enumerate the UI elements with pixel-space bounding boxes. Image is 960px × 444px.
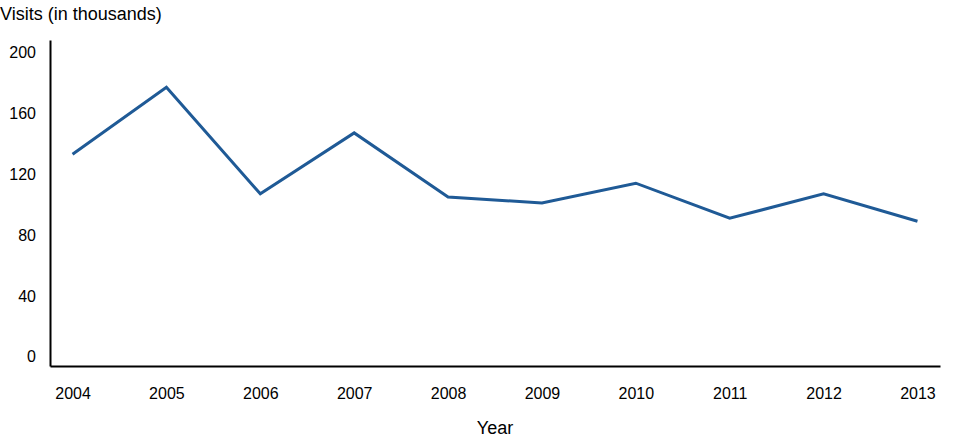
x-axis-line: [51, 366, 941, 368]
x-tick: 2004: [55, 366, 91, 402]
y-tick-label: 80: [18, 227, 36, 244]
x-tick: 2011: [713, 366, 748, 402]
plot-area: [73, 87, 918, 221]
x-tick: 2006: [243, 366, 279, 402]
x-tick-label: 2006: [243, 385, 279, 402]
y-tick: 0: [27, 348, 50, 365]
x-tick-label: 2004: [55, 385, 91, 402]
x-tick-label: 2013: [900, 385, 936, 402]
y-tick: 200: [9, 44, 50, 61]
y-axis-title: Visits (in thousands): [0, 4, 162, 24]
y-tick: 160: [9, 105, 50, 122]
y-axis-line: [50, 41, 52, 367]
y-tick-label: 200: [9, 44, 36, 61]
x-tick: 2009: [525, 366, 561, 402]
y-tick-label: 40: [18, 288, 36, 305]
x-tick: 2005: [149, 366, 185, 402]
y-tick-label: 0: [27, 348, 36, 365]
x-tick-label: 2012: [806, 385, 842, 402]
y-tick: 120: [9, 166, 50, 183]
x-tick-label: 2008: [431, 385, 467, 402]
x-tick-label: 2007: [337, 385, 373, 402]
x-tick: 2012: [806, 366, 842, 402]
x-tick-label: 2009: [525, 385, 561, 402]
x-tick: 2007: [337, 366, 373, 402]
x-tick-label: 2010: [619, 385, 655, 402]
y-tick-label: 160: [9, 105, 36, 122]
y-axis: 0 40 80 120 160 200: [9, 41, 50, 367]
data-line: [73, 87, 918, 221]
chart: 0408012016020020042005200620072008200920…: [0, 0, 960, 444]
x-tick: 2008: [431, 366, 467, 402]
y-tick: 80: [18, 227, 50, 244]
y-tick-label: 120: [9, 166, 36, 183]
x-axis-title: Year: [477, 418, 513, 438]
y-tick: 40: [18, 288, 50, 305]
x-tick-label: 2011: [713, 385, 748, 402]
x-tick: 2013: [900, 366, 936, 402]
x-axis: 2004 2005 2006 2007 2008 2009 2010 2011 2012 2013: [51, 366, 941, 402]
x-tick: 2010: [619, 366, 655, 402]
x-tick-label: 2005: [149, 385, 185, 402]
